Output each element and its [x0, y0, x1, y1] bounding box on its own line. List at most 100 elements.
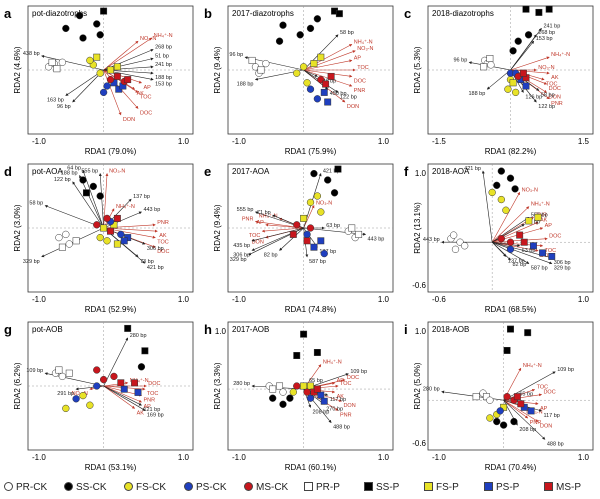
biplot-arrow — [503, 400, 546, 440]
sample-point — [334, 165, 342, 173]
sample-point — [513, 393, 521, 401]
biplot-arrow — [303, 205, 315, 229]
arrow-label: PNR — [530, 420, 542, 426]
arrow-label: 65 bp — [519, 392, 533, 398]
arrow-label: 268 bp — [155, 45, 172, 51]
arrow-label: 188 bp — [155, 75, 172, 81]
sample-point — [503, 346, 511, 354]
sample-point — [58, 243, 66, 251]
sample-point — [293, 221, 301, 229]
sample-point — [103, 82, 111, 90]
arrow-label: 450 bp — [330, 91, 347, 97]
arrow-label: DON — [540, 424, 552, 430]
sample-point — [269, 385, 277, 393]
biplot-arrow — [486, 69, 511, 90]
sample-point — [93, 20, 101, 28]
biplot-arrow — [103, 69, 122, 116]
arrow-label: NH₄⁺-N — [130, 377, 149, 384]
sample-point — [522, 5, 530, 13]
sample-point — [103, 214, 111, 223]
sample-point — [545, 5, 553, 13]
sample-point — [262, 59, 270, 68]
arrow-label: 63 bp — [326, 223, 340, 229]
sample-point — [516, 231, 524, 239]
biplot-arrow — [503, 399, 529, 419]
arrow-label: PNR — [242, 217, 254, 223]
arrow-label: DOC — [543, 390, 555, 396]
arrow-label: AK — [551, 75, 559, 81]
arrow-label: 270 bp — [326, 406, 343, 412]
sample-point — [276, 382, 284, 390]
x-axis-label: RDA1 (79.0%) — [85, 147, 137, 156]
sample-point — [62, 404, 70, 413]
sample-point — [317, 208, 325, 216]
arrow-label: 153 bp — [155, 82, 172, 88]
sample-point — [107, 227, 114, 235]
sample-point — [486, 396, 494, 404]
arrow-label: DOC — [549, 234, 561, 240]
sample-point — [324, 98, 332, 106]
panel-letter: e — [204, 164, 211, 179]
arrow-label: AP — [143, 85, 151, 91]
arrow-label: DON — [540, 253, 552, 259]
x-tick-label: -1.0 — [232, 453, 246, 462]
arrow-label: 137 bp — [319, 249, 336, 255]
sample-point — [89, 182, 97, 191]
legend-item: MS-CK — [244, 482, 288, 493]
sample-point — [303, 237, 311, 245]
arrow-label: DOC — [157, 249, 169, 255]
plot-frame — [427, 163, 594, 293]
arrow-label: 268 bp — [538, 30, 555, 36]
arrow-label: 96 bp — [57, 104, 71, 110]
arrow-label: 121 bp — [143, 407, 160, 413]
sample-point — [289, 388, 297, 396]
sample-point — [539, 249, 547, 257]
arrow-label: 58 bp — [29, 201, 43, 207]
panel-title: pot-diazotrophs — [32, 9, 87, 18]
sample-point — [535, 8, 543, 16]
x-axis-label: RDA1 (74.8%) — [285, 305, 337, 314]
arrow-label: 280 bp — [130, 333, 147, 339]
y-tick-label: -0.6 — [412, 281, 426, 290]
sample-point — [486, 414, 494, 422]
arrow-label: 65 bp — [309, 378, 323, 384]
x-tick-label: -1.5 — [432, 137, 446, 146]
arrow-label: DOC — [549, 86, 561, 92]
y-axis-label: RDA2 (5.3%) — [413, 46, 422, 93]
biplot-arrow — [261, 227, 304, 233]
sample-point — [307, 382, 314, 390]
y-tick-label: 1.0 — [215, 327, 227, 336]
arrow-label: NO₃-N — [109, 169, 125, 175]
y-axis-label: RDA2 (9.4%) — [213, 204, 222, 251]
sample-point — [512, 88, 520, 97]
sample-point — [82, 189, 90, 197]
sample-point — [524, 31, 533, 39]
sample-point — [93, 382, 101, 390]
legend-label: PS-CK — [196, 482, 227, 493]
arrow-label: 82 bp — [264, 252, 278, 258]
arrow-label: 555 bp — [81, 169, 98, 175]
sample-point — [514, 37, 522, 45]
panel-letter: a — [4, 6, 12, 21]
arrow-label: TOC — [545, 248, 557, 254]
x-tick-label: 1.0 — [178, 453, 190, 462]
sample-point — [317, 391, 325, 399]
arrow-label: 64 bp — [67, 165, 81, 171]
sample-point — [286, 394, 294, 402]
legend-label: PR-P — [316, 482, 340, 493]
arrow-label: 109 bp — [26, 368, 43, 374]
x-axis-label: RDA1 (82.2%) — [485, 147, 537, 156]
x-tick-label: 1.0 — [378, 137, 390, 146]
arrow-label: 188 bp — [468, 91, 485, 97]
arrow-label: 137 bp — [508, 258, 525, 264]
biplot-arrow — [492, 224, 525, 243]
legend-symbol — [244, 482, 253, 491]
arrow-label: 280 bp — [423, 387, 440, 393]
arrow-label: 117 bp — [543, 413, 559, 419]
arrow-label: 555 bp — [237, 207, 254, 213]
sample-point — [113, 72, 121, 80]
biplot-arrow — [492, 241, 553, 265]
